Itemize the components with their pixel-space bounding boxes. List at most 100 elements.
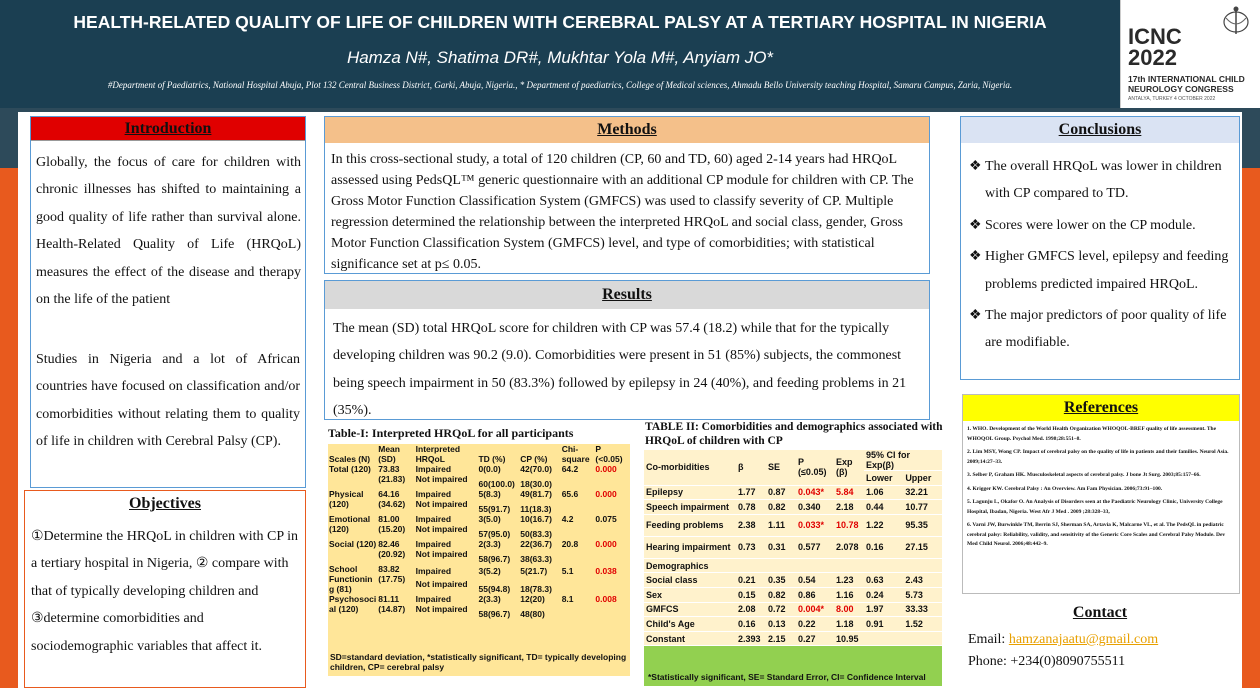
table2-lower: 0.63 <box>864 572 904 588</box>
conclusions-heading: Conclusions <box>961 117 1239 143</box>
table1-interp: Impaired <box>415 566 452 576</box>
table2-lower <box>864 631 904 647</box>
results-section: Results The mean (SD) total HRQoL score … <box>324 280 930 420</box>
table2-se: 0.82 <box>766 499 796 515</box>
table1-p: 0.000 <box>595 489 617 499</box>
table-row: Social class 0.21 0.35 0.54 1.23 0.63 2.43 <box>644 572 942 588</box>
table-row: GMFCS 2.08 0.72 0.004* 8.00 1.97 33.33 <box>644 602 942 618</box>
table2-se: 2.15 <box>766 631 796 647</box>
table2-upper <box>903 558 942 574</box>
table1-td: 57(95.0) <box>478 529 511 539</box>
results-text: The mean (SD) total HRQoL score for chil… <box>333 321 907 419</box>
introduction-heading: Introduction <box>31 117 305 141</box>
table1-cp: 48(80) <box>520 609 545 619</box>
introduction-section: Introduction Globally, the focus of care… <box>30 116 306 488</box>
table2-header: Upper <box>903 470 942 486</box>
table1-td: 2(3.3) <box>478 539 501 549</box>
table-row: School Functionin g (81) 83.82 (17.75) Imp… <box>328 564 630 594</box>
conclusion-item: ❖ The overall HRQoL was lower in children… <box>969 153 1233 208</box>
table2-header: Co-morbidities <box>644 450 736 486</box>
table2-se: 0.72 <box>766 602 796 618</box>
table1-p: 0.000 <box>595 464 617 474</box>
table1-interp: Impaired <box>415 514 452 524</box>
table1-p: 0.000 <box>595 539 617 549</box>
table2-header: 95% CI for Exp(β) <box>864 450 942 471</box>
table-row: Total (120) 73.83 (21.83) Impaired 0(0.0) 42… <box>328 464 630 484</box>
table2: Co-morbidities β SE P (≤0.05) Exp (β) 95… <box>644 450 942 686</box>
table2-upper: 5.73 <box>903 587 942 603</box>
table1-p: 0.008 <box>595 594 617 604</box>
table1-interp: Not impaired <box>415 524 468 534</box>
table2-name: Epilepsy <box>644 485 736 501</box>
table1-mean: 73.83 (21.83) <box>378 464 406 484</box>
table2-lower: 0.16 <box>864 536 904 559</box>
dancer-figure-icon <box>1223 6 1249 34</box>
introduction-paragraph-2: Studies in Nigeria and a lot of African … <box>36 352 300 450</box>
objectives-heading: Objectives <box>129 495 201 512</box>
table1-chi: 8.1 <box>561 594 574 604</box>
conclusion-item: ❖ The major predictors of poor quality of… <box>969 302 1233 357</box>
table1-interp: Not impaired <box>415 499 468 509</box>
table1-td: 58(96.7) <box>478 609 511 619</box>
table1-header: Chi-square <box>561 444 590 464</box>
table2-header: Lower <box>864 470 904 486</box>
table-row: Epilepsy 1.77 0.87 0.043* 5.84 1.06 32.21 <box>644 485 942 501</box>
table2-p: 0.033* <box>796 514 834 537</box>
table1-scale: Psychosoci al (120) <box>329 594 377 614</box>
table2-lower: 0.91 <box>864 616 904 632</box>
table2-lower: 0.24 <box>864 587 904 603</box>
table1-title: Table-I: Interpreted HRQoL for all parti… <box>328 426 574 440</box>
table2-beta: 0.21 <box>736 572 766 588</box>
table2-beta: 0.16 <box>736 616 766 632</box>
table1: Scales (N) Mean (SD) Interpreted HRQoL T… <box>328 444 630 676</box>
table2-footnote: *Statistically significant, SE= Standard… <box>648 672 926 682</box>
table2-name: GMFCS <box>644 602 736 618</box>
table2-p: 0.043* <box>796 485 834 501</box>
table-row: Not impaired 58(96.7) 48(80) <box>328 604 630 619</box>
table2-se: 0.13 <box>766 616 796 632</box>
table1-footnote: SD=standard deviation, *statistically si… <box>330 652 627 672</box>
table1-cp: 22(36.7) <box>520 539 552 549</box>
table2-se: 0.82 <box>766 587 796 603</box>
table2-p: 0.86 <box>796 587 834 603</box>
table1-header: Scales (N) <box>329 454 371 464</box>
table2-lower: 1.97 <box>864 602 904 618</box>
table2-exp: 10.78 <box>834 514 864 537</box>
table1-mean: 81.00 (15.20) <box>378 514 406 534</box>
table1-cp: 49(81.7) <box>520 489 552 499</box>
table1-scale: Physical (120) <box>329 489 364 509</box>
conclusion-item: ❖ Scores were lower on the CP module. <box>969 212 1233 239</box>
poster-title: HEALTH-RELATED QUALITY OF LIFE OF CHILDR… <box>73 12 1047 32</box>
table1-cp: 12(20) <box>520 594 545 604</box>
table2-beta: 0.15 <box>736 587 766 603</box>
logo-location: ANTALYA, TURKEY 4 OCTOBER 2022 <box>1128 96 1216 102</box>
table1-td: 2(3.3) <box>478 594 501 604</box>
poster-affiliations: #Department of Paediatrics, National Hos… <box>107 80 1013 90</box>
diamond-bullet-icon: ❖ <box>969 217 982 233</box>
table1-header: Mean (SD) <box>378 444 400 464</box>
table2-name: Constant <box>644 631 736 647</box>
table-row: Constant 2.393 2.15 0.27 10.95 <box>644 631 942 647</box>
table2-exp: 8.00 <box>834 602 864 618</box>
table2-se: 0.87 <box>766 485 796 501</box>
table1-chi: 20.8 <box>561 539 579 549</box>
table2-header: Exp (β) <box>834 450 864 486</box>
table-row: Feeding problems 2.38 1.11 0.033* 10.78 1.22 9… <box>644 514 942 537</box>
table2-se: 0.31 <box>766 536 796 559</box>
table2-p: 0.340 <box>796 499 834 515</box>
conclusions-section: Conclusions ❖ The overall HRQoL was lower… <box>960 116 1240 380</box>
table2-p <box>796 558 834 574</box>
table-row: Not impaired 55(91.7) 11(18.3) <box>328 499 630 514</box>
contact-heading: Contact <box>1072 604 1128 621</box>
table2-beta: 1.77 <box>736 485 766 501</box>
table1-cp: 18(78.3) <box>520 584 552 594</box>
table2-name: Speech impairment <box>644 499 736 515</box>
contact-section: Contact Email: hamzanajaatu@gmail.com Ph… <box>960 598 1240 688</box>
table1-td: 0(0.0) <box>478 464 501 474</box>
methods-section: Methods In this cross-sectional study, a… <box>324 116 930 274</box>
table1-p: 0.075 <box>595 514 617 524</box>
poster-authors: Hamza N#, Shatima DR#, Mukhtar Yola M#, … <box>346 48 774 67</box>
table1-interp: Not impaired <box>415 474 468 484</box>
table1-td: 3(5.2) <box>478 566 501 576</box>
contact-email-link[interactable]: hamzanajaatu@gmail.com <box>1008 632 1159 647</box>
